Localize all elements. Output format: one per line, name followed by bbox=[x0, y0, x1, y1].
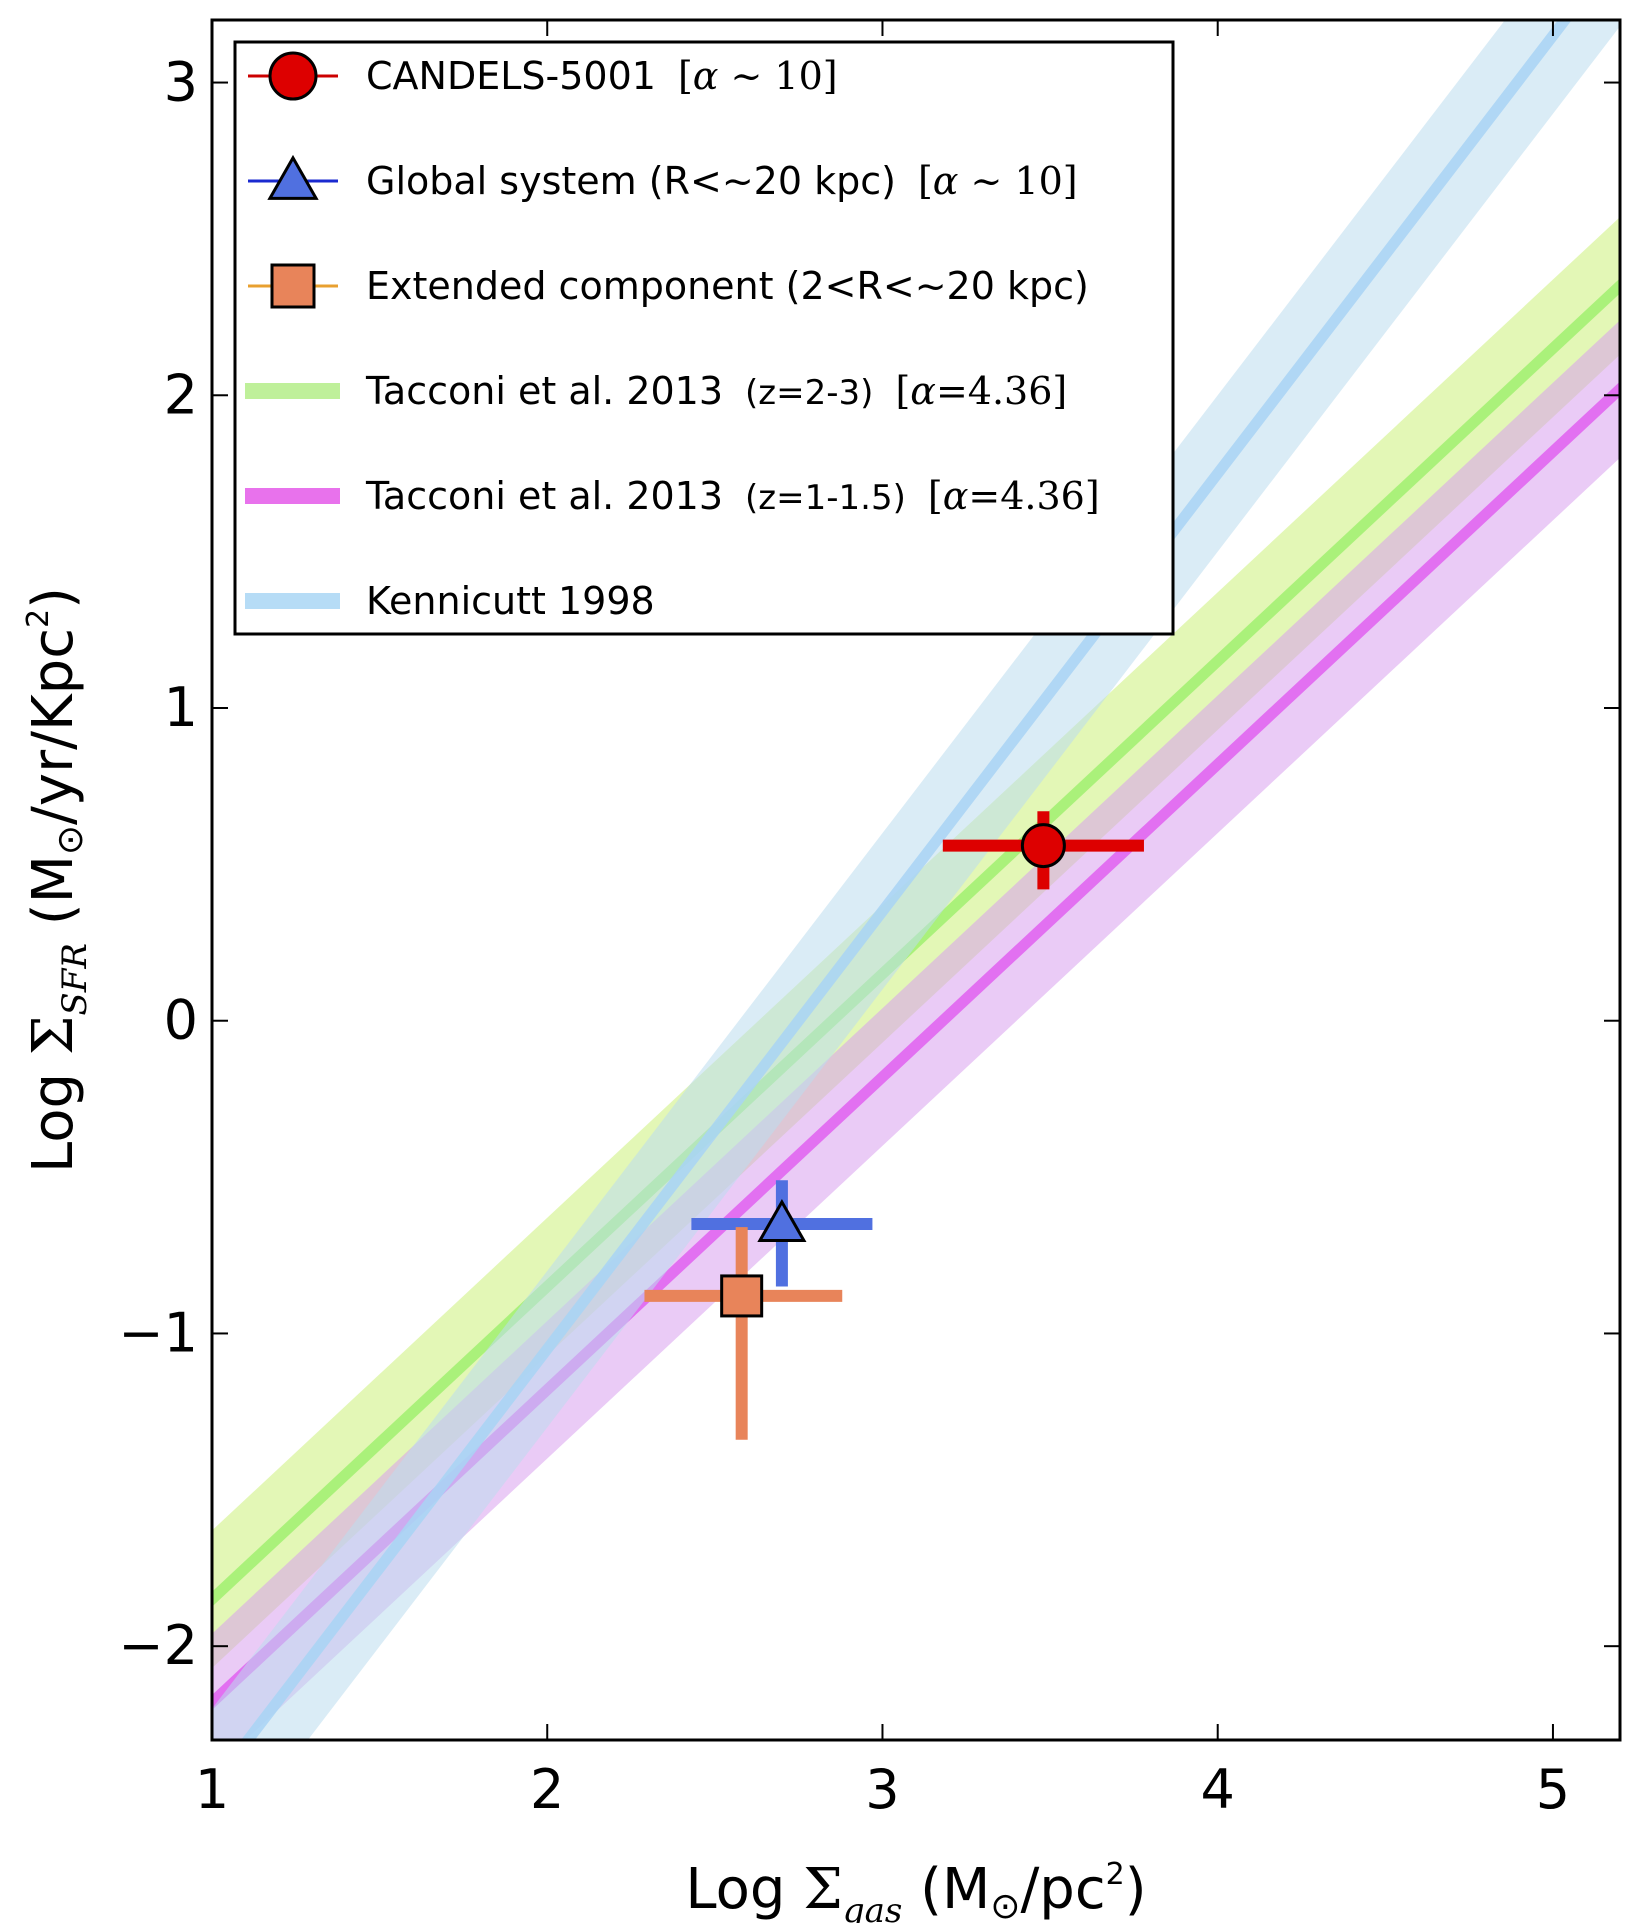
legend-label: CANDELS-5001 [α ~ 10] bbox=[366, 54, 838, 98]
y-tick-label: 1 bbox=[164, 676, 198, 739]
legend-marker-square bbox=[270, 263, 316, 309]
legend-entry-6: Kennicutt 1998 bbox=[245, 579, 655, 623]
plot-frame bbox=[210, 18, 1622, 1742]
legend-box bbox=[233, 40, 1175, 636]
x-tick-label: 4 bbox=[1201, 1758, 1235, 1821]
data-points bbox=[644, 811, 1144, 1440]
legend-label: Extended component (2<R<~20 kpc) bbox=[366, 264, 1089, 308]
legend-label: Global system (R<~20 kpc) [α ~ 10] bbox=[366, 159, 1078, 203]
y-axis-label: Log ΣSFR (M⊙/yr/Kpc2) bbox=[21, 587, 95, 1173]
x-axis-label: Log Σgas (M⊙/pc2) bbox=[685, 1857, 1146, 1923]
x-tick-label: 5 bbox=[1536, 1758, 1570, 1821]
axis-ticks: 1 2 3 4 5 3 2 1 0 −1 −2 bbox=[118, 20, 1620, 1821]
legend-label: Tacconi et al. 2013 (z=1-1.5) [α=4.36] bbox=[365, 474, 1100, 518]
y-tick-label: −1 bbox=[118, 1301, 198, 1364]
legend-entry-3: Extended component (2<R<~20 kpc) bbox=[248, 263, 1089, 309]
x-tick-label: 3 bbox=[865, 1758, 899, 1821]
legend-marker-circle bbox=[268, 51, 318, 101]
x-tick-label: 2 bbox=[530, 1758, 564, 1821]
data-point-square bbox=[720, 1274, 764, 1318]
legend-entry-1: CANDELS-5001 [α ~ 10] bbox=[248, 51, 838, 101]
x-tick-label: 1 bbox=[195, 1758, 229, 1821]
relation-band-3 bbox=[212, 20, 1620, 1740]
y-tick-label: −2 bbox=[118, 1614, 198, 1677]
data-point-circle bbox=[1020, 823, 1066, 869]
legend-entry-5: Tacconi et al. 2013 (z=1-1.5) [α=4.36] bbox=[245, 474, 1100, 518]
data-point-triangle bbox=[757, 1198, 807, 1242]
legend-marker-triangle bbox=[267, 154, 319, 200]
relation-bands bbox=[212, 20, 1620, 1740]
y-tick-label: 2 bbox=[164, 363, 198, 426]
legend-entry-2: Global system (R<~20 kpc) [α ~ 10] bbox=[248, 154, 1078, 203]
legend-label: Tacconi et al. 2013 (z=2-3) [α=4.36] bbox=[365, 369, 1067, 413]
relation-line-3 bbox=[240, 20, 1572, 1740]
legend: CANDELS-5001 [α ~ 10] Global system (R<~20… bbox=[233, 40, 1175, 636]
y-tick-label: 3 bbox=[164, 51, 198, 114]
legend-label: Kennicutt 1998 bbox=[366, 579, 655, 623]
legend-entry-4: Tacconi et al. 2013 (z=2-3) [α=4.36] bbox=[245, 369, 1067, 413]
y-tick-label: 0 bbox=[164, 989, 198, 1052]
